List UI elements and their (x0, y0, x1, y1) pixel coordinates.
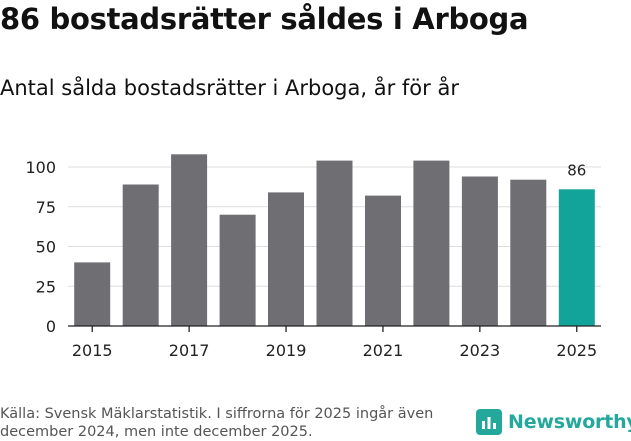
bar-2018 (219, 214, 256, 326)
bar-2024 (510, 179, 547, 326)
y-axis-tick-labels: 0 25 50 75 100 (25, 158, 56, 336)
chart-title: 86 bostadsrätter såldes i Arboga (0, 2, 529, 36)
x-tick-label-2021: 2021 (363, 341, 404, 360)
data-label-2025: 86 (567, 161, 586, 179)
bar-2021 (365, 195, 401, 326)
y-tick-label-100: 100 (25, 158, 56, 177)
bar-chart: 0 25 50 75 100 2015 2017 2019 2021 2023 2025 86 (25, 154, 601, 360)
newsworthy-logo: Newsworthy (476, 409, 631, 435)
y-tick-label-50: 50 (36, 238, 56, 257)
bars (74, 154, 595, 326)
x-tick-label-2015: 2015 (72, 341, 113, 360)
y-tick-label-0: 0 (46, 317, 56, 336)
bar-2023 (461, 176, 498, 326)
x-axis: 2015 2017 2019 2021 2023 2025 (68, 325, 601, 360)
bar-2025 (558, 189, 595, 326)
newsworthy-logo-icon (476, 409, 502, 435)
brand-name: Newsworthy (508, 411, 631, 433)
y-tick-label-25: 25 (36, 277, 56, 296)
bar-2020 (316, 160, 353, 326)
x-tick-label-2025: 2025 (556, 341, 597, 360)
source-note: Källa: Svensk Mäklarstatistik. I siffror… (0, 406, 434, 440)
x-tick-label-2019: 2019 (266, 341, 307, 360)
x-tick-label-2017: 2017 (169, 341, 210, 360)
bar-2022 (413, 160, 450, 326)
bar-2015 (74, 262, 111, 326)
bar-2016 (122, 184, 159, 326)
bar-2019 (268, 192, 304, 326)
data-labels: 86 (567, 161, 586, 179)
y-tick-label-75: 75 (36, 198, 56, 217)
chart-subtitle: Antal sålda bostadsrätter i Arboga, år f… (0, 76, 459, 100)
bar-2017 (171, 154, 208, 326)
x-tick-label-2023: 2023 (460, 341, 501, 360)
